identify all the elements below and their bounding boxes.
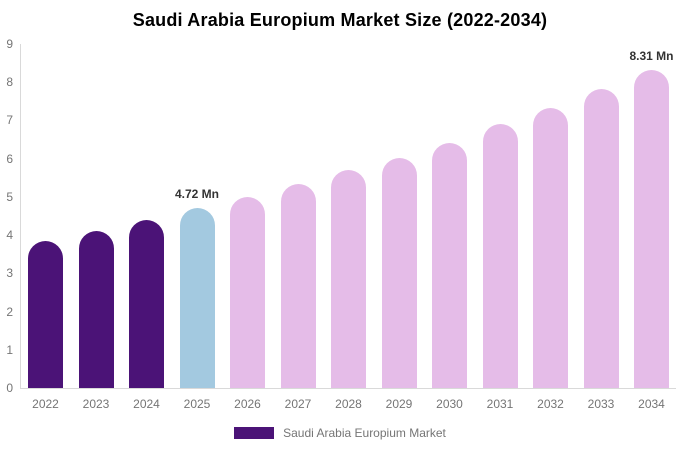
bar-2030[interactable] bbox=[432, 142, 467, 388]
x-tick-2028: 2028 bbox=[335, 397, 362, 411]
x-tick-2024: 2024 bbox=[133, 397, 160, 411]
bar-value-label-2034: 8.31 Mn bbox=[629, 49, 674, 64]
bar-2027[interactable] bbox=[280, 183, 316, 388]
x-tick-2029: 2029 bbox=[385, 397, 413, 411]
x-tick-2027: 2027 bbox=[284, 397, 312, 411]
y-tick-3: 3 bbox=[6, 266, 13, 281]
x-tick-2023: 2023 bbox=[82, 397, 110, 411]
x-tick-2030: 2030 bbox=[436, 397, 463, 411]
x-tick-2026: 2026 bbox=[234, 397, 261, 411]
y-tick-2: 2 bbox=[6, 304, 13, 319]
bar-2028[interactable] bbox=[331, 170, 366, 388]
y-tick-8: 8 bbox=[6, 75, 13, 90]
bar-2025[interactable] bbox=[179, 207, 215, 388]
y-tick-9: 9 bbox=[6, 37, 13, 51]
chart-title: Saudi Arabia Europium Market Size (2022-… bbox=[132, 10, 548, 30]
x-tick-2032: 2032 bbox=[537, 397, 564, 411]
bar-2029[interactable] bbox=[381, 157, 417, 388]
legend: Saudi Arabia Europium Market bbox=[0, 426, 680, 440]
bar-2026[interactable] bbox=[230, 196, 265, 388]
x-tick-2033: 2033 bbox=[587, 397, 615, 411]
y-axis-line bbox=[20, 44, 21, 388]
y-tick-7: 7 bbox=[6, 113, 13, 128]
y-tick-6: 6 bbox=[6, 151, 13, 166]
bar-2023[interactable] bbox=[78, 230, 114, 388]
bar-2032[interactable] bbox=[533, 108, 568, 388]
y-tick-5: 5 bbox=[6, 189, 13, 204]
bar-2024[interactable] bbox=[129, 219, 164, 388]
x-tick-2025: 2025 bbox=[183, 397, 211, 411]
legend-label[interactable]: Saudi Arabia Europium Market bbox=[283, 426, 446, 440]
bar-2031[interactable] bbox=[482, 124, 518, 388]
bar-2022[interactable] bbox=[28, 240, 63, 388]
bar-2034[interactable] bbox=[634, 70, 669, 388]
y-tick-0: 0 bbox=[6, 381, 13, 395]
x-axis-line bbox=[20, 388, 676, 389]
x-tick-2022: 2022 bbox=[32, 397, 59, 411]
x-tick-2034: 2034 bbox=[638, 397, 665, 411]
y-tick-4: 4 bbox=[6, 228, 13, 243]
x-tick-2031: 2031 bbox=[486, 397, 514, 411]
bar-value-label-2025: 4.72 Mn bbox=[174, 186, 219, 201]
legend-swatch-icon[interactable] bbox=[234, 427, 275, 439]
y-tick-1: 1 bbox=[6, 342, 13, 357]
bar-2033[interactable] bbox=[583, 89, 619, 388]
